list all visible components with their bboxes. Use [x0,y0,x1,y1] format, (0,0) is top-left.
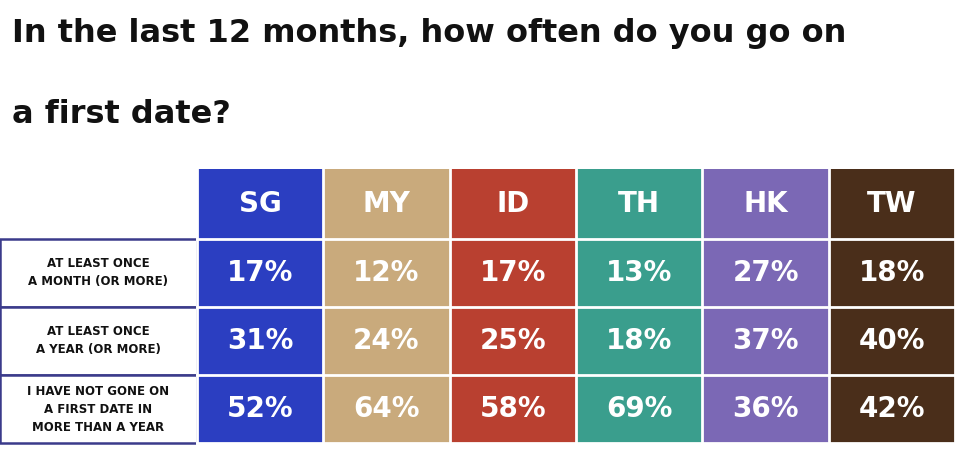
Text: 31%: 31% [227,327,293,355]
FancyBboxPatch shape [0,238,197,307]
FancyBboxPatch shape [576,238,703,307]
Text: 18%: 18% [606,327,672,355]
FancyBboxPatch shape [828,238,955,307]
Text: 37%: 37% [732,327,799,355]
FancyBboxPatch shape [324,238,449,307]
Text: 25%: 25% [479,327,546,355]
FancyBboxPatch shape [576,307,703,375]
Text: 64%: 64% [353,395,420,423]
FancyBboxPatch shape [449,375,576,443]
Text: 17%: 17% [227,259,293,287]
Text: TW: TW [867,189,917,218]
FancyBboxPatch shape [324,169,449,238]
Text: 24%: 24% [353,327,420,355]
Text: HK: HK [743,189,788,218]
FancyBboxPatch shape [703,307,828,375]
FancyBboxPatch shape [576,169,703,238]
Text: In the last 12 months, how often do you go on: In the last 12 months, how often do you … [12,18,846,49]
FancyBboxPatch shape [703,375,828,443]
FancyBboxPatch shape [449,307,576,375]
FancyBboxPatch shape [449,169,576,238]
Text: 27%: 27% [732,259,799,287]
FancyBboxPatch shape [197,169,324,238]
FancyBboxPatch shape [449,238,576,307]
Text: 42%: 42% [859,395,925,423]
Text: 13%: 13% [606,259,672,287]
Text: 58%: 58% [479,395,546,423]
Text: SG: SG [239,189,281,218]
FancyBboxPatch shape [828,169,955,238]
FancyBboxPatch shape [576,375,703,443]
FancyBboxPatch shape [828,307,955,375]
Text: 40%: 40% [859,327,925,355]
Text: TH: TH [618,189,660,218]
FancyBboxPatch shape [0,307,197,375]
FancyBboxPatch shape [324,375,449,443]
Text: 17%: 17% [480,259,546,287]
FancyBboxPatch shape [197,238,324,307]
Text: 52%: 52% [227,395,294,423]
Text: 69%: 69% [606,395,672,423]
Text: I HAVE NOT GONE ON
A FIRST DATE IN
MORE THAN A YEAR: I HAVE NOT GONE ON A FIRST DATE IN MORE … [27,385,170,434]
Text: ID: ID [496,189,529,218]
Text: a first date?: a first date? [12,99,230,130]
Text: MY: MY [363,189,410,218]
FancyBboxPatch shape [703,238,828,307]
Text: 12%: 12% [353,259,420,287]
FancyBboxPatch shape [828,375,955,443]
Text: AT LEAST ONCE
A YEAR (OR MORE): AT LEAST ONCE A YEAR (OR MORE) [36,325,161,356]
FancyBboxPatch shape [197,375,324,443]
FancyBboxPatch shape [0,375,197,443]
FancyBboxPatch shape [324,307,449,375]
FancyBboxPatch shape [703,169,828,238]
Text: 18%: 18% [859,259,925,287]
Text: AT LEAST ONCE
A MONTH (OR MORE): AT LEAST ONCE A MONTH (OR MORE) [29,257,168,288]
FancyBboxPatch shape [197,307,324,375]
Text: 36%: 36% [732,395,799,423]
